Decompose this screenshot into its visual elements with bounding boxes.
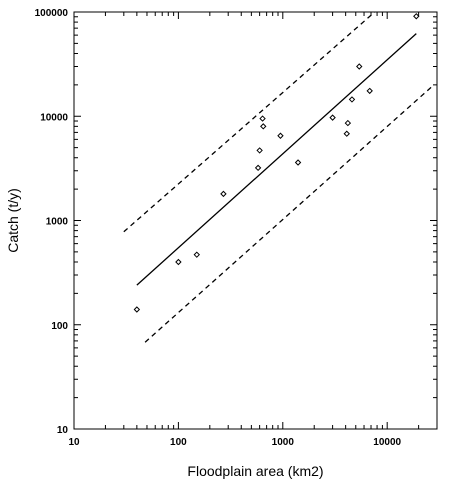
data-point [329, 114, 336, 121]
x-tick-label: 1000 [272, 437, 295, 448]
data-point [254, 164, 262, 172]
data-point [294, 159, 302, 166]
data-point [259, 115, 266, 122]
data-points [133, 13, 420, 313]
plot-frame [73, 11, 438, 430]
data-point [193, 251, 200, 258]
y-axis-label: Catch (t/y) [5, 188, 21, 253]
y-tick-label: 100000 [35, 8, 69, 19]
fit-lines [123, 11, 435, 343]
x-axis-label: Floodplain area (km2) [187, 463, 323, 479]
data-point [413, 13, 420, 20]
data-point [366, 87, 373, 95]
data-point [356, 63, 363, 70]
data-point [344, 119, 352, 127]
data-point [133, 306, 141, 313]
data-point [348, 96, 356, 103]
confidence-limit-line [144, 84, 435, 343]
data-point [175, 258, 182, 266]
confidence-limit-line [123, 11, 376, 233]
regression-line [136, 33, 417, 286]
data-point [260, 123, 267, 130]
data-point [343, 130, 350, 137]
data-point [256, 147, 263, 154]
y-tick-label: 10 [57, 425, 69, 436]
x-tick-label: 10 [68, 437, 80, 448]
data-point [220, 190, 227, 198]
x-tick-label: 10000 [373, 437, 401, 448]
x-tick-label: 100 [170, 437, 187, 448]
axis-ticks [73, 11, 438, 430]
data-point [277, 132, 284, 139]
y-tick-label: 10000 [40, 112, 68, 123]
tick-labels: 10 100 1000 10000 10 100 1000 10000 100000 [35, 8, 402, 448]
y-tick-label: 1000 [46, 217, 69, 228]
y-tick-label: 100 [51, 321, 68, 332]
